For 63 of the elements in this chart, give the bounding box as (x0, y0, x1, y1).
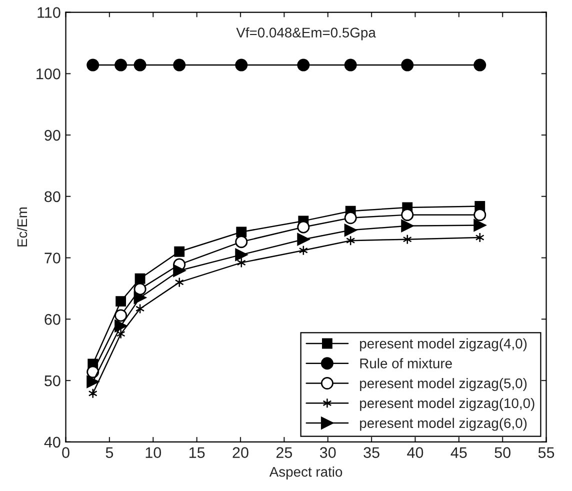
x-tick-label: 45 (450, 447, 467, 458)
point (401, 58, 414, 72)
point (134, 291, 146, 304)
point (475, 232, 484, 243)
point (235, 248, 248, 261)
point (114, 58, 128, 72)
point (401, 208, 414, 222)
point (86, 58, 100, 72)
x-tick-label: 55 (538, 447, 554, 458)
y-axis-title: Ec/Em (16, 208, 28, 246)
point (235, 58, 248, 72)
x-axis-title: Aspect ratio (269, 466, 342, 480)
x-tick-label: 50 (494, 447, 510, 458)
x-tick-label: 20 (232, 447, 248, 458)
point (236, 258, 246, 268)
point (235, 236, 248, 248)
point (134, 282, 146, 296)
y-tick-label: 40 (44, 436, 60, 448)
legend-label: Rule of mixture (360, 358, 452, 368)
y-tick-label: 70 (44, 252, 60, 264)
annotation: Vf=0.048&Em=0.5Gpa (236, 27, 376, 40)
point (297, 220, 310, 234)
point (134, 58, 146, 72)
x-tick-label: 25 (276, 447, 292, 458)
point (344, 212, 357, 224)
point (134, 273, 146, 284)
y-tick-label: 100 (36, 68, 60, 80)
point (474, 218, 486, 232)
y-tick-label: 60 (44, 314, 60, 325)
point (401, 220, 414, 232)
legend-label: peresent model zigzag(4,0) (360, 338, 527, 352)
y-tick-label: 110 (38, 7, 60, 18)
x-tick-label: 0 (62, 447, 70, 458)
point (114, 309, 128, 322)
point (173, 264, 186, 277)
point (174, 246, 185, 257)
point (344, 224, 357, 236)
point (297, 58, 310, 72)
point (86, 366, 100, 378)
y-tick-label: 50 (44, 375, 60, 386)
x-tick-label: 40 (407, 447, 424, 458)
x-tick-label: 35 (364, 447, 380, 458)
x-tick-label: 5 (106, 447, 114, 458)
point (297, 233, 310, 246)
point (173, 58, 186, 72)
point (474, 58, 486, 72)
y-tick-label: 90 (44, 130, 60, 141)
point (344, 58, 357, 72)
point (116, 296, 126, 307)
point (174, 277, 184, 288)
point (114, 320, 128, 332)
point (474, 208, 486, 222)
point (86, 376, 100, 388)
x-tick-label: 15 (189, 447, 205, 458)
x-tick-label: 30 (320, 447, 336, 458)
legend-label: peresent model zigzag(6,0) (360, 418, 527, 431)
point (402, 234, 412, 244)
legend-label: peresent model zigzag(5,0) (360, 378, 527, 392)
legend-label: peresent model zigzag(10,0) (360, 398, 534, 411)
point (88, 388, 98, 399)
x-tick-label: 10 (146, 447, 162, 458)
y-tick-label: 80 (44, 191, 60, 202)
point (236, 226, 247, 238)
